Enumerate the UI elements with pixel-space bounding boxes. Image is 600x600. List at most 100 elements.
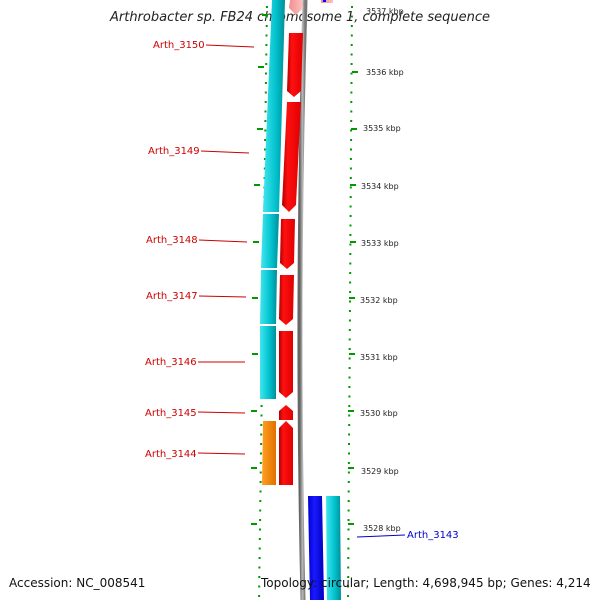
tick-dot [348,452,350,455]
tick-dot [259,462,262,464]
tick-dot [350,34,353,37]
accession-label: Accession: NC_008541 [9,576,146,590]
tick-dot [348,367,351,369]
tick-dot [260,424,263,426]
leader-line [200,150,250,154]
gene-label[interactable]: Arth_3148 [146,235,198,246]
gene-label[interactable]: Arth_3144 [145,449,197,460]
scale-label: 3535 kbp [363,124,401,133]
scale-label: 3532 kbp [360,296,398,305]
gene-arrow-icon [287,33,303,97]
tick-dot [350,72,353,75]
gene-arrow-icon [279,405,293,420]
tick-dot [258,557,261,559]
orange-feature [262,421,276,485]
leader-lines [197,44,406,538]
gene-arrow-icon [308,496,324,600]
tick-dot [350,44,353,46]
scale-labels: 3537 kbp 3536 kbp 3535 kbp 3534 kbp 3533… [360,7,404,533]
gene-label[interactable]: Arth_3145 [145,408,197,419]
tick-dot [347,576,350,578]
tick-dot [260,443,263,445]
tick-dot [347,481,350,483]
scale-label-top: 3537 kbp [366,7,404,16]
tick-dot [349,186,352,189]
gene-arrow-icon [279,331,293,398]
tick-dot [347,595,349,597]
map-title: Arthrobacter sp. FB24 chromosome 1, comp… [109,10,491,25]
tick-dot [348,443,350,445]
tick-dot [350,53,353,56]
tick-dot [264,129,267,132]
tick-dot [263,167,266,170]
tick-dot [264,82,267,84]
cyan-feature-track [260,0,341,600]
tick-dot [264,110,267,113]
scale-label: 3530 kbp [360,409,398,418]
tick-dot [258,585,261,588]
major-tick [348,467,354,469]
tick-dot [265,44,268,46]
leader-line [205,44,255,48]
tick-dot [265,6,268,8]
scale-label: 3529 kbp [361,467,399,476]
gene-label[interactable]: Arth_3143 [407,530,459,541]
scale-label: 3531 kbp [360,353,398,362]
gene-arrow-icon [323,0,326,2]
tick-dot [265,72,267,75]
topology-label: Topology: circular; Length: 4,698,945 bp… [261,576,591,590]
major-tick [348,410,354,412]
gene-arrow-icon [280,219,295,269]
tick-dot [351,6,353,8]
tick-dot [347,462,350,464]
gene-arrow-icon [289,0,303,15]
gene-label[interactable]: Arth_3149 [148,146,200,157]
tick-dot [349,234,352,236]
tick-dot [349,253,352,255]
tick-dot [348,319,351,322]
tick-dot [265,34,268,37]
major-tick [251,467,257,469]
leader-line [197,452,246,455]
cyan-feature-3 [260,270,277,324]
tick-dot [347,547,350,550]
tick-dot [347,528,350,531]
tick-dot [347,490,350,493]
gene-label[interactable]: Arth_3150 [153,40,205,51]
forward-genes [279,0,333,485]
tick-dot [264,120,267,122]
major-tick [349,297,355,299]
major-tick [262,14,268,16]
tick-dot [347,500,350,502]
gene-label[interactable]: Arth_3147 [146,291,198,302]
tick-dot [264,91,267,94]
leader-line [197,411,246,414]
tick-dot [348,348,351,350]
tick-dot [264,148,266,151]
leader-line [198,295,247,298]
tick-dot [347,557,350,559]
major-tick [350,241,356,243]
tick-dot [350,139,353,141]
tick-dot [348,424,351,426]
tick-dot [349,262,352,265]
tick-dot [349,215,352,217]
major-tick [252,297,258,299]
gene-arrow-icon [321,0,333,3]
major-tick [258,66,264,68]
major-tick [251,523,257,525]
tick-dot [347,471,350,474]
major-tick [252,353,258,355]
tick-dot [347,509,350,512]
gene-label[interactable]: Arth_3146 [145,357,197,368]
tick-dot [349,272,352,274]
tick-dot [347,519,350,521]
tick-dot [258,538,261,540]
major-tick [254,184,260,186]
tick-dot [260,405,263,407]
tick-dot [349,224,352,227]
tick-dot [259,509,262,512]
tick-dot [348,386,351,388]
gene-arrow-icon [279,275,294,325]
tick-dot [349,205,352,208]
